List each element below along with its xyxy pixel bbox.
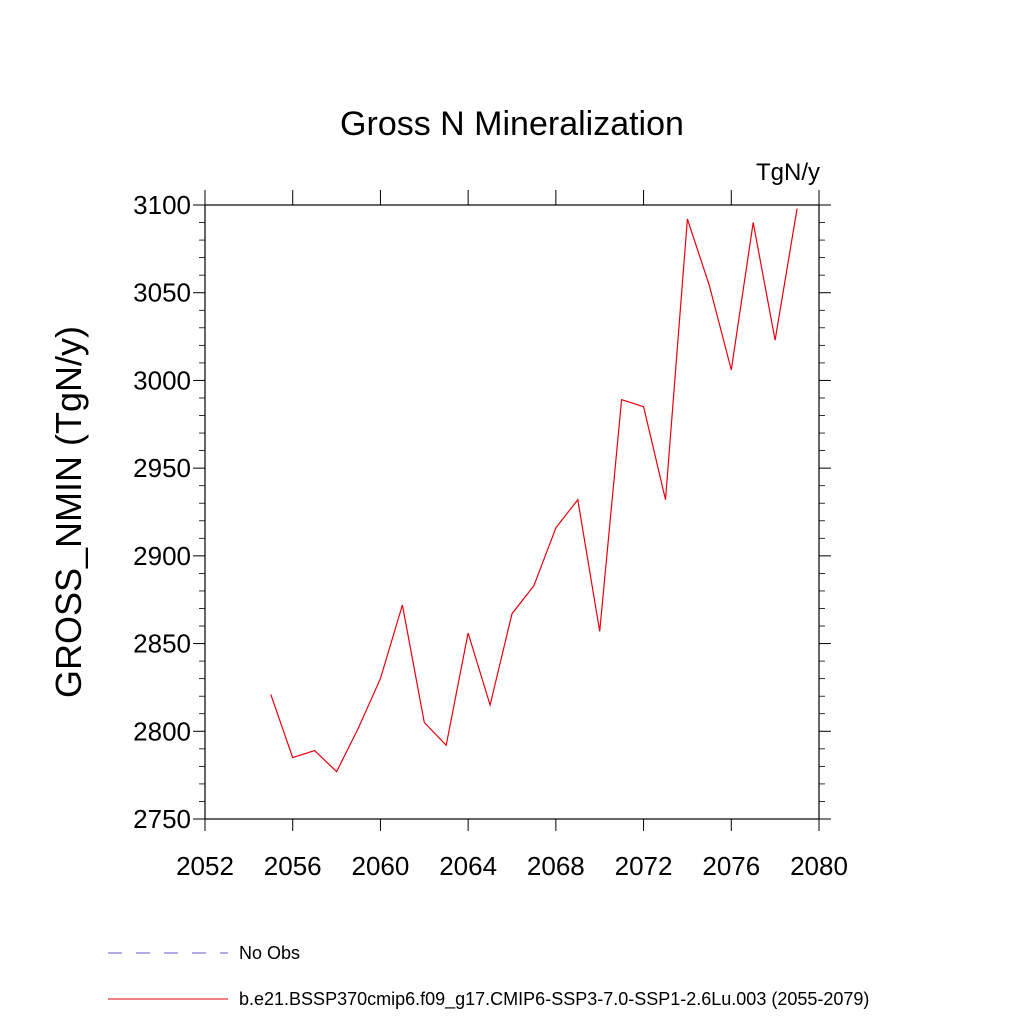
x-tick-label: 2072	[615, 851, 673, 881]
series-line-0	[270, 208, 798, 773]
x-tick-label: 2056	[264, 851, 322, 881]
x-tick-label: 2060	[352, 851, 410, 881]
x-tick-label: 2068	[527, 851, 585, 881]
y-tick-label: 2900	[133, 541, 191, 571]
y-tick-label: 2950	[133, 453, 191, 483]
y-tick-label: 3000	[133, 365, 191, 395]
y-tick-label: 2800	[133, 716, 191, 746]
plot-frame	[204, 204, 820, 820]
y-tick-label: 3100	[133, 190, 191, 220]
x-tick-label: 2064	[439, 851, 497, 881]
x-tick-label: 2052	[176, 851, 234, 881]
y-tick-label: 2850	[133, 629, 191, 659]
x-tick-label: 2080	[790, 851, 848, 881]
y-tick-label: 2750	[133, 804, 191, 834]
chart-title: Gross N Mineralization	[340, 105, 684, 143]
y-tick-label: 3050	[133, 278, 191, 308]
x-tick-label: 2076	[702, 851, 760, 881]
y-axis-label: GROSS_NMIN (TgN/y)	[48, 326, 89, 698]
legend-entry: No Obs	[239, 943, 300, 963]
units-label: TgN/y	[756, 159, 820, 186]
legend-entry: b.e21.BSSP370cmip6.f09_g17.CMIP6-SSP3-7.…	[239, 989, 869, 1010]
